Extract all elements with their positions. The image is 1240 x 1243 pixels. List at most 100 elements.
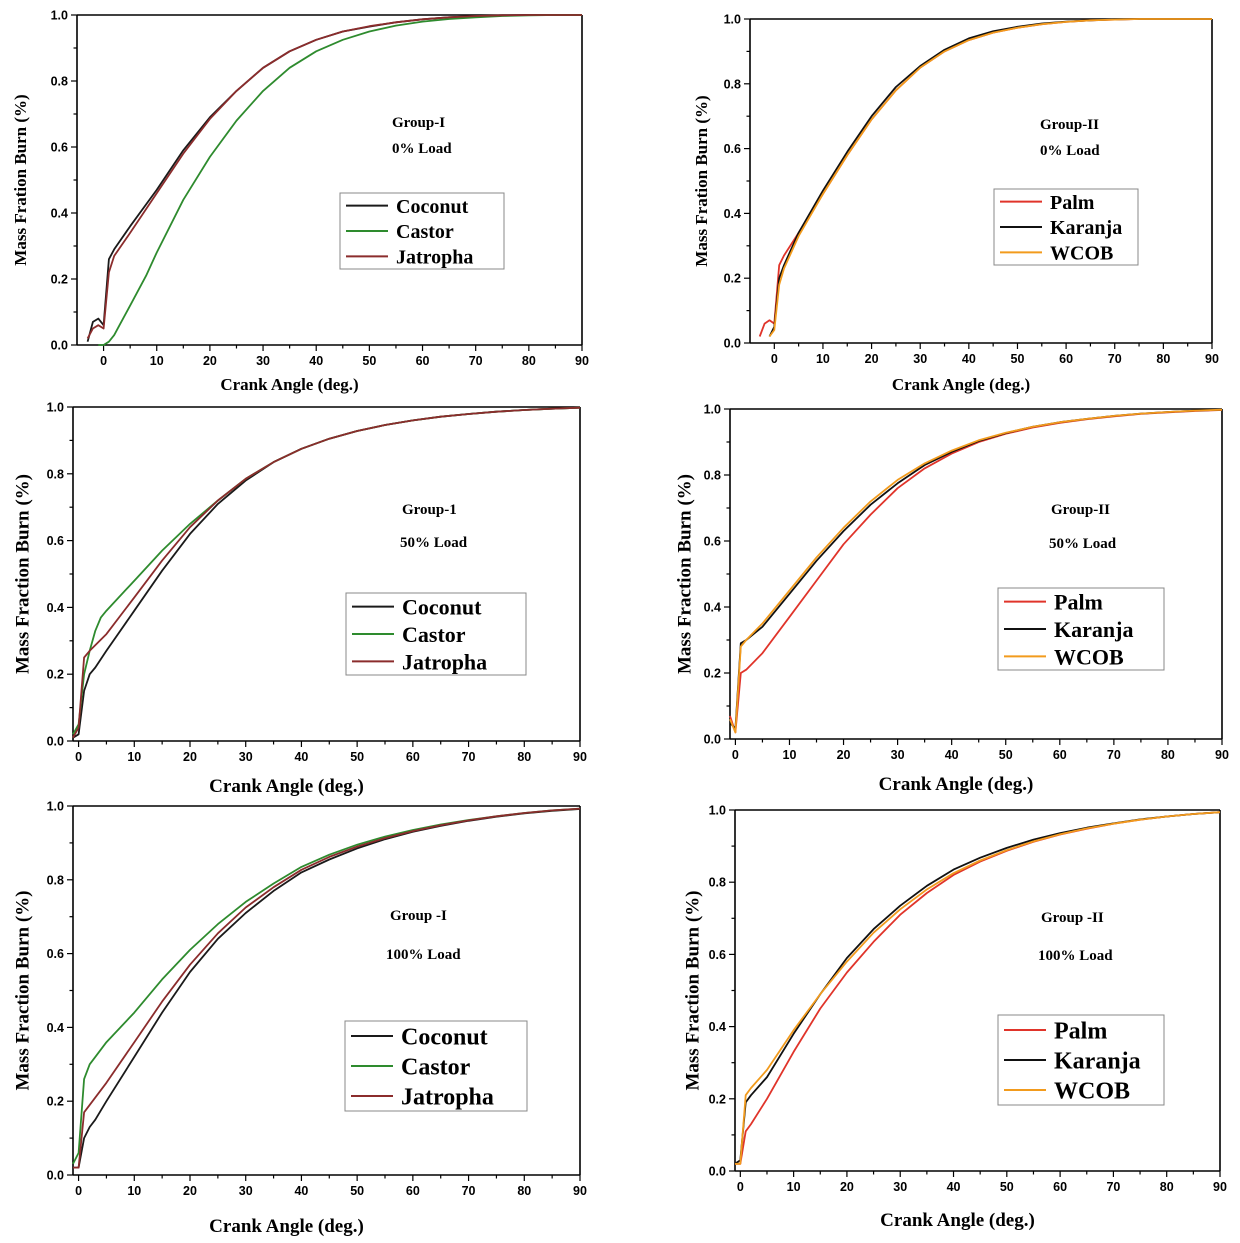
legend-label-castor: Castor: [401, 1055, 471, 1081]
series-line-jatropha: [86, 14, 582, 339]
load-annotation: 50% Load: [1049, 536, 1117, 552]
x-tick-label: 0: [737, 1180, 744, 1194]
y-tick-label: 0.0: [724, 337, 741, 351]
legend-label-coconut: Coconut: [396, 196, 469, 218]
x-tick-label: 50: [1011, 352, 1025, 366]
x-tick-label: 50: [350, 750, 364, 764]
y-tick-label: 0.0: [47, 735, 64, 749]
legend-label-wcob: WCOB: [1054, 1079, 1130, 1105]
x-tick-label: 20: [183, 1184, 197, 1198]
x-axis-title: Crank Angle (deg.): [879, 774, 1034, 795]
x-tick-label: 30: [891, 748, 905, 762]
group-annotation: Group-II: [1051, 502, 1110, 518]
y-tick-label: 0.4: [51, 207, 68, 221]
x-tick-label: 40: [962, 352, 976, 366]
x-tick-label: 10: [787, 1180, 801, 1194]
y-tick-label: 0.2: [47, 668, 64, 682]
y-tick-label: 0.8: [704, 469, 721, 483]
x-tick-label: 70: [469, 354, 483, 368]
x-tick-label: 10: [127, 1184, 141, 1198]
x-tick-label: 50: [999, 748, 1013, 762]
y-tick-label: 0.2: [47, 1095, 64, 1109]
x-tick-label: 50: [362, 354, 376, 368]
y-tick-label: 0.2: [724, 272, 741, 286]
x-tick-label: 20: [203, 354, 217, 368]
x-tick-label: 70: [1108, 352, 1122, 366]
x-tick-label: 90: [573, 750, 587, 764]
x-tick-label: 90: [1213, 1180, 1227, 1194]
x-axis-title: Crank Angle (deg.): [880, 1210, 1035, 1231]
chart-panel-5: 0.0 0.2 0.4 0.6 0.8 1.0 0 10 20 30 40 50 60 70 80 90 Cra…: [12, 800, 587, 1238]
y-tick-label: 0.8: [51, 75, 68, 89]
x-tick-label: 80: [1161, 748, 1175, 762]
x-tick-label: 20: [840, 1180, 854, 1194]
series-line-coconut: [73, 808, 581, 1169]
series-line-jatropha: [73, 807, 581, 1169]
x-axis-title: Crank Angle (deg.): [209, 776, 364, 797]
x-tick-label: 70: [1107, 748, 1121, 762]
group-annotation: Group-II: [1040, 117, 1099, 133]
y-tick-label: 0.6: [709, 948, 726, 962]
load-annotation: 0% Load: [1040, 143, 1100, 159]
x-tick-label: 80: [1160, 1180, 1174, 1194]
legend-label-karanja: Karanja: [1054, 617, 1133, 642]
legend: Coconut Castor Jatropha: [344, 1020, 528, 1112]
x-tick-label: 20: [183, 750, 197, 764]
series-line-castor: [72, 406, 581, 735]
x-tick-label: 90: [573, 1184, 587, 1198]
x-tick-label: 40: [309, 354, 323, 368]
x-tick-label: 70: [462, 1184, 476, 1198]
y-tick-label: 1.0: [709, 804, 726, 818]
x-tick-label: 0: [732, 748, 739, 762]
x-tick-label: 30: [893, 1180, 907, 1194]
group-annotation: Group-1: [402, 502, 457, 518]
y-tick-label: 0.6: [704, 535, 721, 549]
y-axis-title: Mass Fration Burn (%): [11, 94, 30, 265]
chart-panel-6: 0.0 0.2 0.4 0.6 0.8 1.0 0 10 20 30 40 50 60 70 80 90 Cra…: [682, 804, 1227, 1232]
y-tick-label: 0.8: [47, 467, 64, 481]
chart-panel-1: 0.0 0.2 0.4 0.6 0.8 1.0 0 10 20 30 40 50 60 70 80 90 Cra…: [11, 9, 589, 395]
legend-label-palm: Palm: [1054, 1019, 1107, 1045]
y-tick-label: 1.0: [724, 13, 741, 27]
x-tick-label: 60: [406, 1184, 420, 1198]
y-tick-label: 0.4: [47, 601, 64, 615]
x-tick-label: 10: [783, 748, 797, 762]
legend-label-jatropha: Jatropha: [396, 247, 473, 269]
chart-panel-2: 0.0 0.2 0.4 0.6 0.8 1.0 0 10 20 30 40 50 60 70 80 90 Cra…: [692, 13, 1219, 395]
y-tick-label: 0.6: [47, 947, 64, 961]
x-tick-label: 70: [462, 750, 476, 764]
y-tick-label: 0.2: [704, 667, 721, 681]
legend-label-castor: Castor: [402, 622, 466, 647]
x-tick-label: 60: [406, 750, 420, 764]
y-axis-title: Mass Fration Burn (%): [692, 95, 711, 266]
y-tick-label: 0.6: [51, 141, 68, 155]
group-annotation: Group-I: [392, 115, 445, 131]
y-tick-label: 0.0: [51, 339, 68, 353]
legend-label-jatropha: Jatropha: [402, 649, 487, 674]
y-tick-label: 0.8: [724, 77, 741, 91]
load-annotation: 100% Load: [1038, 948, 1113, 964]
y-axis-title: Mass Fraction Burn (%): [674, 474, 695, 674]
y-tick-label: 0.6: [47, 534, 64, 548]
x-tick-label: 10: [816, 352, 830, 366]
legend-label-wcob: WCOB: [1054, 644, 1124, 669]
x-tick-label: 40: [947, 1180, 961, 1194]
x-tick-label: 60: [1053, 1180, 1067, 1194]
y-tick-label: 1.0: [47, 401, 64, 415]
x-tick-label: 60: [1059, 352, 1073, 366]
y-tick-label: 0.2: [51, 273, 68, 287]
series-line-karanja: [768, 18, 1212, 337]
y-tick-label: 0.4: [47, 1021, 64, 1035]
x-tick-label: 0: [771, 352, 778, 366]
y-axis-title: Mass Fraction Burn (%): [12, 474, 33, 674]
x-tick-label: 90: [575, 354, 589, 368]
x-tick-label: 30: [239, 750, 253, 764]
series-line-palm: [758, 18, 1212, 337]
load-annotation: 50% Load: [400, 535, 468, 551]
x-tick-label: 0: [100, 354, 107, 368]
y-tick-label: 1.0: [47, 800, 64, 814]
y-tick-label: 0.2: [709, 1092, 726, 1106]
series-line-palm: [735, 811, 1221, 1165]
